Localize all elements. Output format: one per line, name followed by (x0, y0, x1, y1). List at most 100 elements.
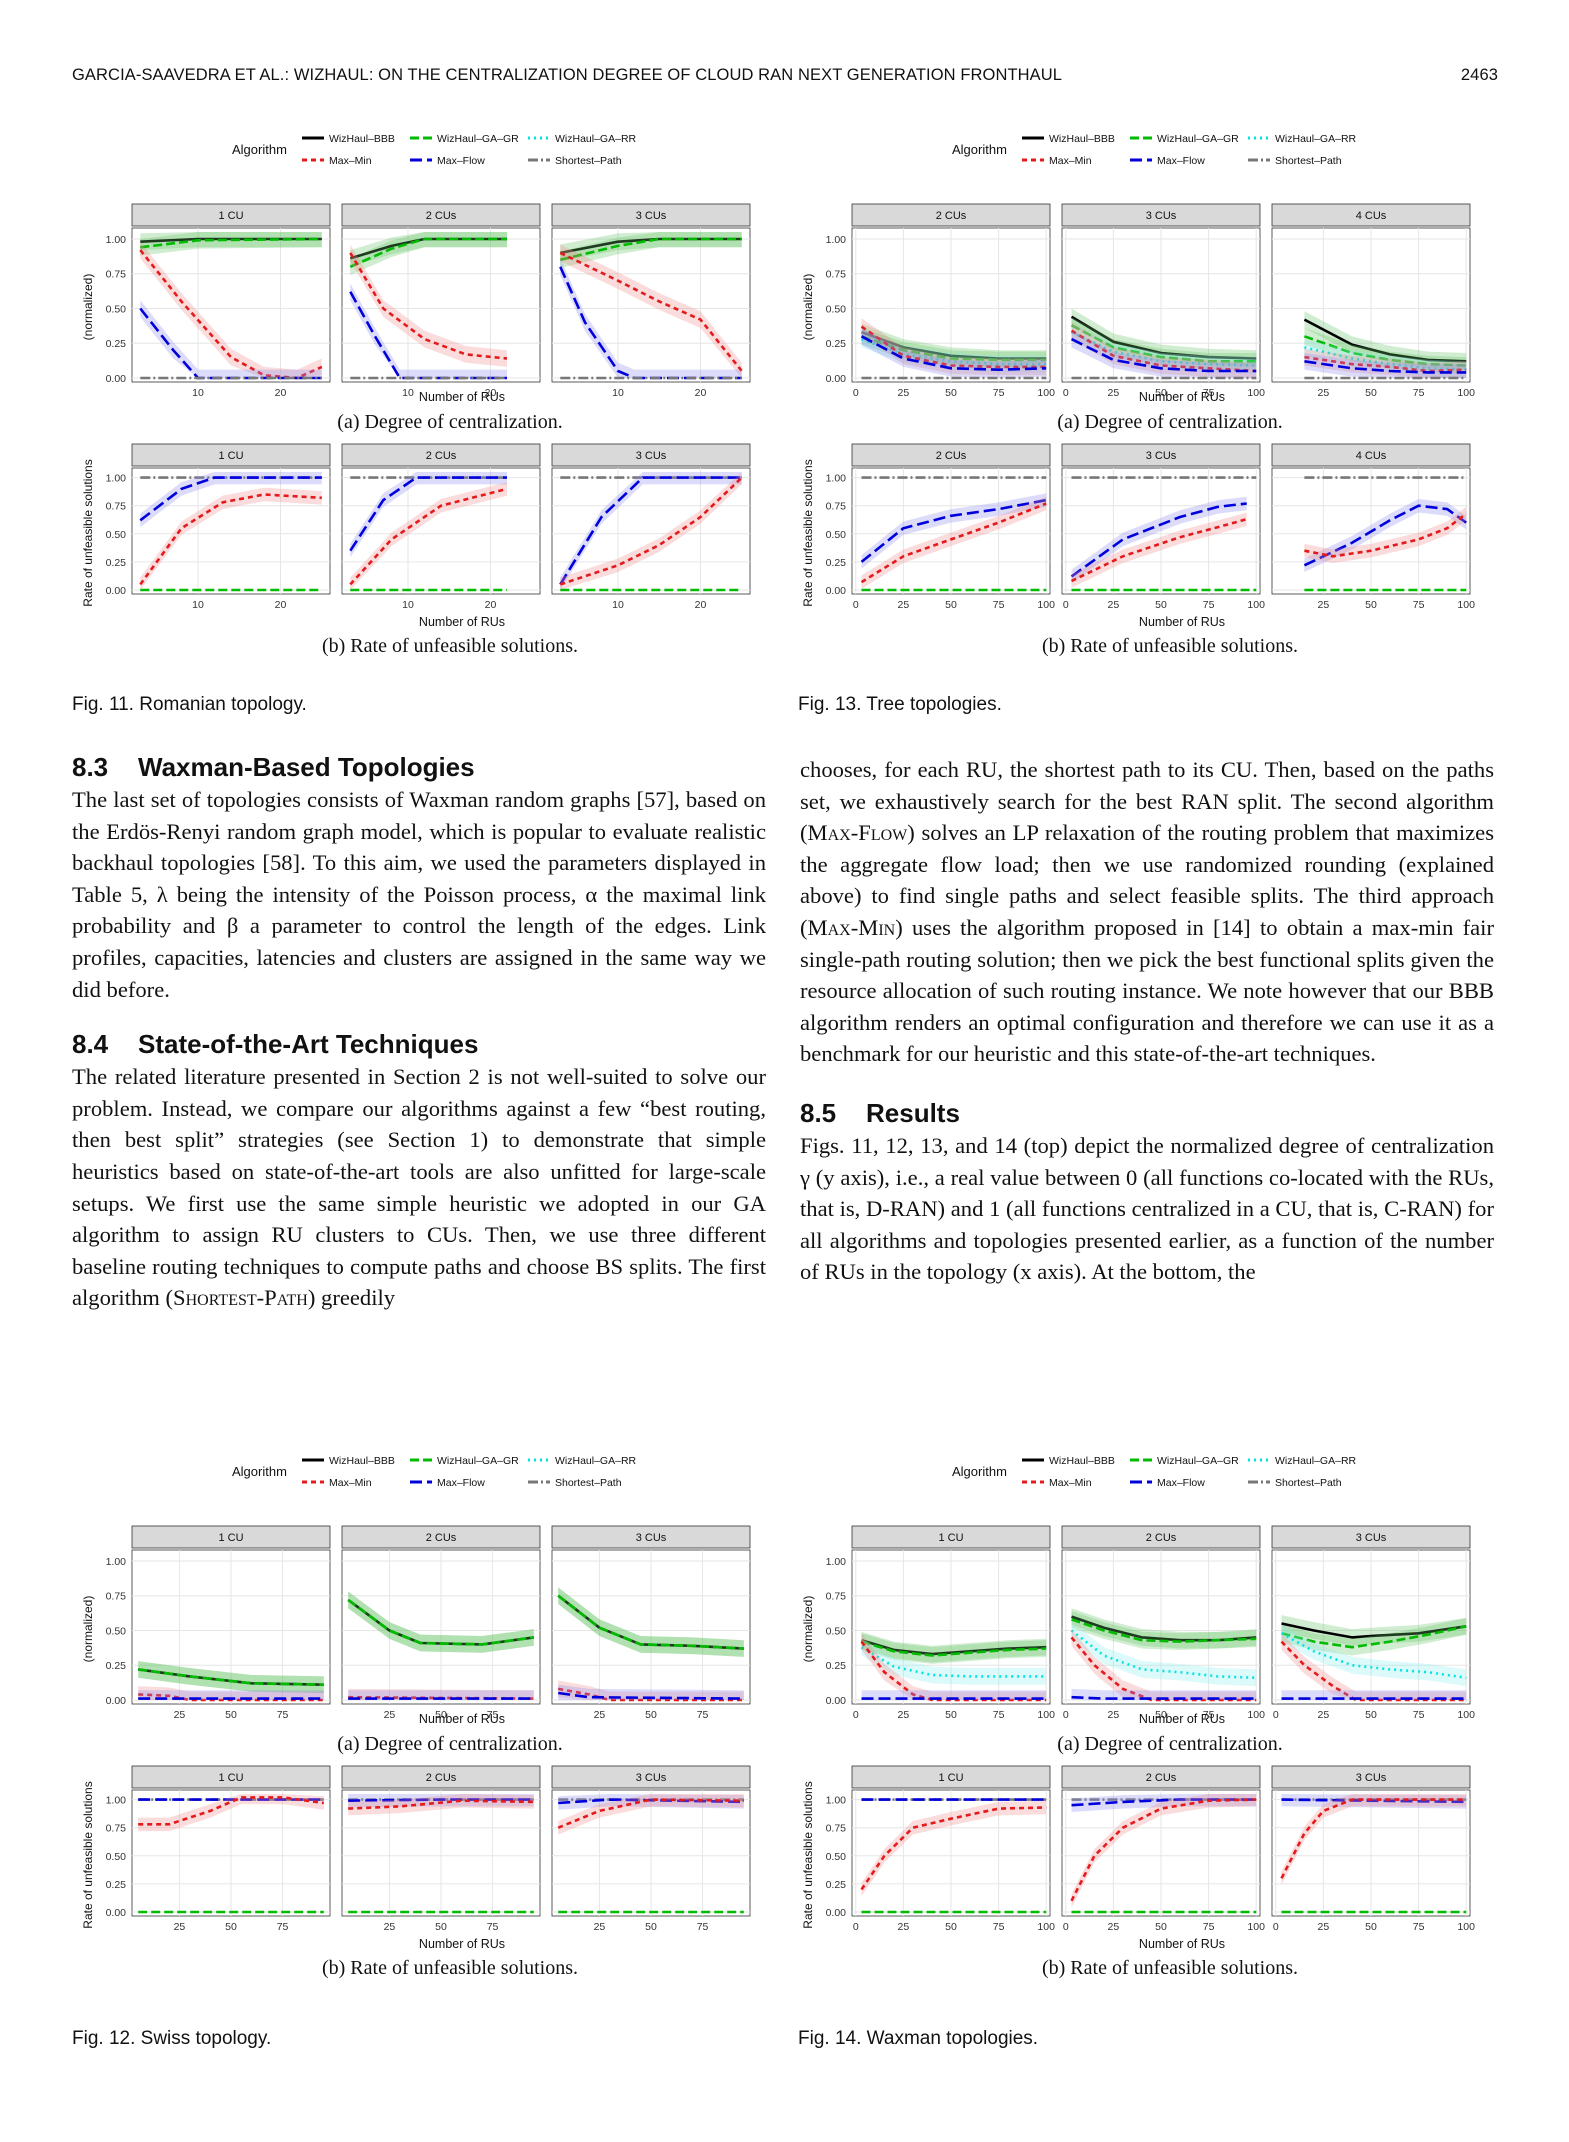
fig13-panel-a-3: 4 CUs 25 50 75 100 (1271, 203, 1475, 399)
subcaption-a: (a) Degree of centralization. (1057, 1733, 1282, 1755)
subcaption-b: (b) Rate of unfeasible solutions. (1042, 635, 1298, 657)
fig12-panel-a-1: 1 CU 0.00 0.25 0.50 0.75 1.00 25 50 75 (106, 1525, 331, 1721)
facet-strip (131, 1525, 331, 1549)
fig12-legend: Algorithm WizHaul–BBB WizHaul–GA–GR WizHaul… (232, 1455, 637, 1489)
y-tick-label: 1.00 (106, 1556, 127, 1568)
confidence-band (1304, 327, 1467, 374)
fig12-chart: Algorithm WizHaul–BBB WizHaul–GA–GR WizHaul… (81, 1455, 751, 1979)
x-axis-label: Number of RUs (1139, 1937, 1225, 1951)
confidence-band (861, 496, 1047, 589)
x-tick-label: 100 (1457, 1921, 1475, 1933)
subcaption-b: (b) Rate of unfeasible solutions. (322, 1957, 578, 1979)
y-tick-label: 0.75 (106, 501, 127, 513)
series-line (860, 1646, 1047, 1678)
legend-entry: Shortest–Path (1275, 1477, 1342, 1489)
facet-label: 1 CU (938, 1532, 963, 1544)
y-tick-label: 0.25 (826, 338, 847, 350)
y-tick-label: 0.00 (826, 1695, 847, 1707)
y-tick-label: 0.00 (106, 1695, 127, 1707)
page-number: 2463 (1460, 66, 1498, 84)
subcaption-a: (a) Degree of centralization. (1057, 411, 1282, 433)
confidence-band (861, 1638, 1047, 1685)
x-tick-label: 20 (275, 387, 287, 399)
y-tick-label: 0.75 (106, 1823, 127, 1835)
confidence-band (861, 1800, 1047, 1897)
legend-title: Algorithm (952, 142, 1007, 157)
facet-label: 3 CUs (1356, 1532, 1387, 1544)
facet-label: 3 CUs (1146, 210, 1177, 222)
confidence-band (861, 318, 1047, 376)
fig12-panel-a-2: 2 CUs 25 50 75 (341, 1525, 541, 1721)
facet-strip (131, 203, 331, 227)
x-tick-label: 10 (612, 387, 624, 399)
fig14-panel-a-2: 2 CUs 0 25 50 75 100 (1061, 1525, 1265, 1721)
y-tick-label: 1.00 (826, 473, 847, 485)
y-axis-label: (normalized) (801, 274, 815, 341)
series-line (1070, 315, 1257, 360)
facet-label: 3 CUs (636, 1532, 667, 1544)
y-axis-label: Rate of unfeasible solutions (81, 1781, 95, 1928)
confidence-band (138, 1661, 324, 1694)
series-line (557, 1687, 744, 1702)
x-tick-label: 75 (1203, 599, 1215, 611)
legend-entry: Max–Min (1049, 1477, 1092, 1489)
x-tick-label: 50 (1155, 387, 1167, 399)
confidence-band (558, 1680, 744, 1700)
x-tick-label: 75 (1413, 1921, 1425, 1933)
fig14-panel-b-3: 3 CUs 0 25 50 75 100 (1271, 1765, 1475, 1933)
y-tick-label: 0.25 (826, 1879, 847, 1891)
series-line (348, 1798, 534, 1802)
legend-entry: Max–Flow (437, 155, 485, 167)
fig14-panel-b-2: 2 CUs 0 25 50 75 100 (1061, 1765, 1265, 1933)
y-tick-label: 0.75 (826, 269, 847, 281)
y-axis-label: Rate of unfeasible solutions (801, 459, 815, 606)
x-axis-label: Number of RUs (419, 390, 505, 404)
facet-strip (851, 1765, 1051, 1789)
fig13-panel-b-2: 3 CUs 0 25 50 75 100 (1061, 443, 1265, 611)
series-line (1070, 502, 1247, 578)
series-line (559, 251, 743, 372)
facet-label: 2 CUs (1146, 1532, 1177, 1544)
running-header: GARCIA-SAAVEDRA ET AL.: WIZHAUL: ON THE … (72, 66, 1498, 85)
series-line (1280, 1798, 1467, 1879)
series-line (861, 337, 1047, 366)
facet-strip (551, 1525, 751, 1549)
x-tick-label: 0 (1273, 1709, 1279, 1721)
fig13-panel-a-2: 3 CUs 0 25 50 75 100 (1061, 203, 1265, 399)
x-tick-label: 50 (1155, 1921, 1167, 1933)
series-line (1280, 1632, 1467, 1680)
series-line (349, 237, 507, 268)
series-line (557, 1798, 744, 1829)
confidence-band (861, 1633, 1047, 1664)
series-line (559, 476, 743, 586)
x-tick-label: 75 (1413, 599, 1425, 611)
confidence-band (1071, 512, 1247, 588)
series-line (349, 487, 508, 586)
confidence-band (1071, 330, 1257, 378)
y-tick-label: 1.00 (106, 1795, 127, 1807)
x-tick-label: 50 (225, 1921, 237, 1933)
x-tick-label: 50 (945, 1921, 957, 1933)
legend-entry: WizHaul–GA–RR (555, 1455, 637, 1467)
plot-area (341, 227, 541, 383)
confidence-band (558, 1794, 744, 1810)
legend-entry: WizHaul–GA–RR (1275, 1455, 1357, 1467)
section-8-4-text: The related literature presented in Sect… (72, 1064, 766, 1311)
legend-title: Algorithm (232, 142, 287, 157)
x-tick-label: 50 (645, 1921, 657, 1933)
series-line (139, 249, 323, 380)
facet-label: 2 CUs (426, 1772, 457, 1784)
y-tick-label: 0.25 (826, 557, 847, 569)
legend-entry: Max–Flow (1157, 155, 1205, 167)
x-tick-label: 75 (1413, 1709, 1425, 1721)
x-axis-label: Number of RUs (419, 1712, 505, 1726)
y-tick-label: 0.75 (826, 1823, 847, 1835)
x-tick-label: 25 (1108, 1921, 1120, 1933)
fig12-panel-b-1: 1 CU 0.00 0.25 0.50 0.75 1.00 25 50 75 (106, 1765, 331, 1933)
series-line (1070, 517, 1248, 583)
fig11-chart: Algorithm WizHaul–BBB WizHaul–GA–GR WizHaul… (81, 133, 751, 657)
fig11-panel-a-3: 3 CUs 10 20 (551, 203, 751, 399)
confidence-band (558, 1794, 744, 1835)
x-tick-label: 75 (1203, 387, 1215, 399)
y-tick-label: 0.50 (826, 1851, 847, 1863)
